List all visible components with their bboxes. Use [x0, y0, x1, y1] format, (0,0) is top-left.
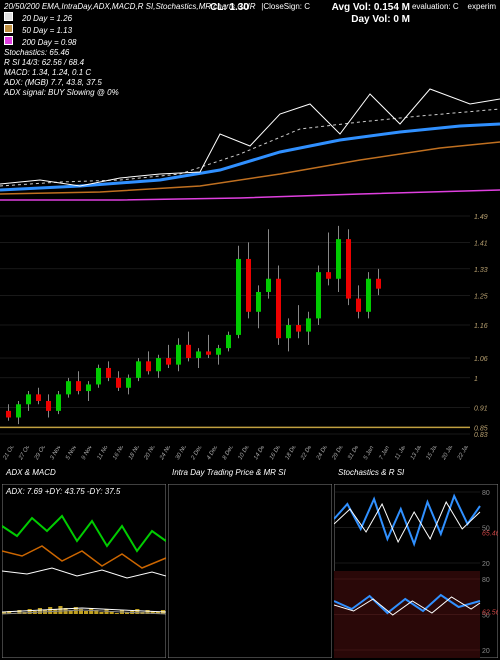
- svg-text:16 Dec: 16 Dec: [269, 446, 284, 461]
- svg-text:20 Jan: 20 Jan: [441, 446, 456, 462]
- avg-vol: Avg Vol: 0.154 M: [332, 2, 410, 13]
- svg-text:22 Dec: 22 Dec: [300, 446, 315, 462]
- intraday-panel: [168, 484, 332, 658]
- stoch-label: Stochastics: 65.46: [4, 48, 69, 57]
- stoch-title: Stochastics & R SI: [338, 468, 404, 477]
- price-line-chart: [0, 74, 500, 210]
- svg-text:18 Nov: 18 Nov: [128, 446, 143, 461]
- svg-text:1.33: 1.33: [474, 267, 488, 274]
- adx-macd-panel: ADX: 7.69 +DY: 43.75 -DY: 37.5: [2, 484, 166, 658]
- stochastics-panel: 80502065.4680502062.56: [334, 484, 498, 658]
- intra-title: Intra Day Trading Price & MR SI: [172, 468, 286, 477]
- svg-text:15 Jan: 15 Jan: [426, 446, 441, 461]
- ema50-label: 50 Day = 1.13: [22, 26, 72, 35]
- svg-text:11 Nov: 11 Nov: [97, 446, 112, 461]
- svg-text:16 Nov: 16 Nov: [112, 446, 127, 461]
- evaluation-label: evaluation: C experim: [412, 2, 496, 11]
- svg-text:21 Oct: 21 Oct: [2, 446, 17, 462]
- close-price: CL: 1.30: [210, 2, 249, 13]
- svg-text:9 Nov: 9 Nov: [81, 446, 95, 461]
- svg-text:27 Oct: 27 Oct: [18, 446, 33, 462]
- svg-text:1: 1: [474, 376, 478, 383]
- adx-title: ADX & MACD: [6, 468, 56, 477]
- svg-text:29 Dec: 29 Dec: [331, 446, 346, 462]
- swatch-50: [4, 24, 13, 33]
- ema200-label: 200 Day = 0.98: [22, 38, 76, 47]
- svg-text:8 Dec: 8 Dec: [222, 446, 235, 461]
- date-axis: 21 Oct27 Oct29 Oct3 Nov5 Nov9 Nov11 Nov1…: [0, 446, 500, 466]
- svg-text:5 Nov: 5 Nov: [65, 446, 79, 461]
- swatch-200: [4, 36, 13, 45]
- svg-text:1.49: 1.49: [474, 214, 488, 221]
- ema20-label: 20 Day = 1.26: [22, 14, 72, 23]
- svg-text:20: 20: [482, 648, 490, 655]
- day-vol: Day Vol: 0 M: [351, 14, 410, 25]
- rsi-label: R SI 14/3: 62.56 / 68.4: [4, 58, 84, 67]
- svg-text:13 Jan: 13 Jan: [410, 446, 425, 461]
- svg-text:5 Jan: 5 Jan: [363, 446, 376, 461]
- svg-text:3 Nov: 3 Nov: [50, 446, 64, 461]
- svg-text:65.46: 65.46: [482, 531, 498, 538]
- svg-text:7 Jan: 7 Jan: [379, 446, 392, 461]
- svg-text:ADX: 7.69 +DY: 43.75 -DY: 37.5: ADX: 7.69 +DY: 43.75 -DY: 37.5: [5, 487, 121, 496]
- svg-text:1.41: 1.41: [474, 240, 488, 247]
- svg-text:4 Dec: 4 Dec: [206, 446, 219, 461]
- svg-text:29 Oct: 29 Oct: [33, 446, 48, 462]
- svg-text:80: 80: [482, 490, 490, 497]
- svg-text:24 Dec: 24 Dec: [315, 446, 330, 462]
- svg-text:0.83: 0.83: [474, 432, 488, 439]
- svg-text:11 Jan: 11 Jan: [394, 446, 408, 461]
- svg-text:30 Nov: 30 Nov: [175, 446, 190, 461]
- swatch-20: [4, 12, 13, 21]
- svg-text:1.25: 1.25: [474, 293, 488, 300]
- close-sign: |CloseSign: C: [261, 2, 310, 11]
- svg-text:18 Dec: 18 Dec: [285, 446, 300, 461]
- svg-text:0.85: 0.85: [474, 425, 488, 432]
- header-block: 20/50/200 EMA,IntraDay,ADX,MACD,R SI,Sto…: [0, 0, 500, 78]
- svg-text:1.16: 1.16: [474, 323, 488, 330]
- svg-text:0.91: 0.91: [474, 406, 488, 413]
- svg-text:2 Dec: 2 Dec: [190, 446, 204, 462]
- svg-text:80: 80: [482, 577, 490, 584]
- svg-text:24 Nov: 24 Nov: [159, 446, 175, 462]
- svg-text:20: 20: [482, 561, 490, 568]
- svg-text:20 Nov: 20 Nov: [143, 446, 159, 462]
- svg-text:10 Dec: 10 Dec: [238, 446, 253, 461]
- svg-text:14 Dec: 14 Dec: [253, 446, 268, 461]
- candlestick-chart: 0.830.85 0.91 1 1.06 1.16 1.25 1.33 1.41 1.49: [0, 212, 500, 444]
- svg-text:31 Dec: 31 Dec: [347, 446, 362, 461]
- svg-text:22 Jan: 22 Jan: [456, 446, 471, 462]
- svg-text:62.56: 62.56: [482, 610, 498, 617]
- svg-text:1.06: 1.06: [474, 356, 488, 363]
